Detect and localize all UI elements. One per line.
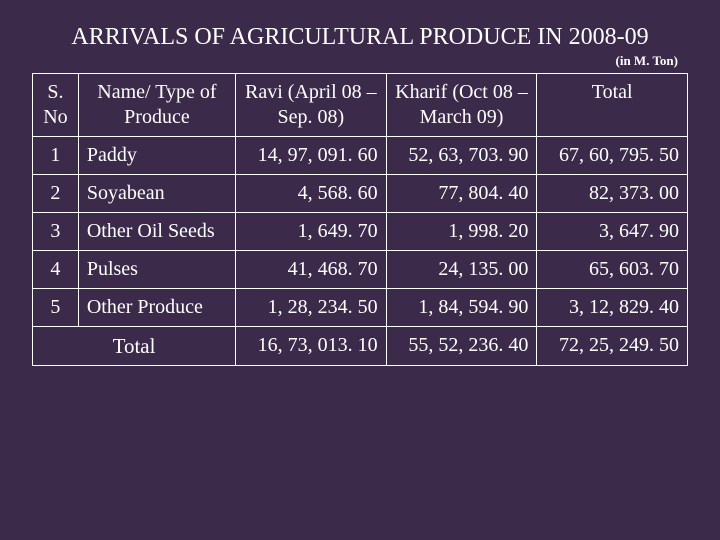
cell-sno: 1 (33, 137, 79, 175)
cell-sno: 3 (33, 213, 79, 251)
cell-ravi: 41, 468. 70 (236, 251, 387, 289)
cell-name: Other Produce (78, 289, 235, 327)
cell-name: Paddy (78, 137, 235, 175)
cell-sno: 4 (33, 251, 79, 289)
cell-sno: 2 (33, 175, 79, 213)
total-total: 72, 25, 249. 50 (537, 327, 688, 366)
cell-name: Soyabean (78, 175, 235, 213)
cell-kharif: 77, 804. 40 (386, 175, 537, 213)
table-total-row: Total 16, 73, 013. 10 55, 52, 236. 40 72… (33, 327, 688, 366)
col-header-ravi: Ravi (April 08 – Sep. 08) (236, 74, 387, 137)
table-row: 3 Other Oil Seeds 1, 649. 70 1, 998. 20 … (33, 213, 688, 251)
cell-total: 67, 60, 795. 50 (537, 137, 688, 175)
col-header-sno: S. No (33, 74, 79, 137)
cell-kharif: 1, 84, 594. 90 (386, 289, 537, 327)
cell-ravi: 1, 28, 234. 50 (236, 289, 387, 327)
col-header-kharif: Kharif (Oct 08 – March 09) (386, 74, 537, 137)
cell-name: Other Oil Seeds (78, 213, 235, 251)
cell-total: 65, 603. 70 (537, 251, 688, 289)
cell-total: 3, 647. 90 (537, 213, 688, 251)
cell-total: 82, 373. 00 (537, 175, 688, 213)
page-title: ARRIVALS OF AGRICULTURAL PRODUCE IN 2008… (32, 24, 688, 51)
table-row: 5 Other Produce 1, 28, 234. 50 1, 84, 59… (33, 289, 688, 327)
unit-label: (in M. Ton) (32, 53, 688, 69)
table-header-row: S. No Name/ Type of Produce Ravi (April … (33, 74, 688, 137)
table-row: 1 Paddy 14, 97, 091. 60 52, 63, 703. 90 … (33, 137, 688, 175)
total-ravi: 16, 73, 013. 10 (236, 327, 387, 366)
table-row: 2 Soyabean 4, 568. 60 77, 804. 40 82, 37… (33, 175, 688, 213)
total-label: Total (33, 327, 236, 366)
produce-table: S. No Name/ Type of Produce Ravi (April … (32, 73, 688, 366)
cell-ravi: 4, 568. 60 (236, 175, 387, 213)
total-kharif: 55, 52, 236. 40 (386, 327, 537, 366)
col-header-total: Total (537, 74, 688, 137)
cell-ravi: 14, 97, 091. 60 (236, 137, 387, 175)
cell-kharif: 1, 998. 20 (386, 213, 537, 251)
cell-kharif: 24, 135. 00 (386, 251, 537, 289)
cell-total: 3, 12, 829. 40 (537, 289, 688, 327)
cell-kharif: 52, 63, 703. 90 (386, 137, 537, 175)
cell-sno: 5 (33, 289, 79, 327)
col-header-name: Name/ Type of Produce (78, 74, 235, 137)
cell-ravi: 1, 649. 70 (236, 213, 387, 251)
table-row: 4 Pulses 41, 468. 70 24, 135. 00 65, 603… (33, 251, 688, 289)
cell-name: Pulses (78, 251, 235, 289)
